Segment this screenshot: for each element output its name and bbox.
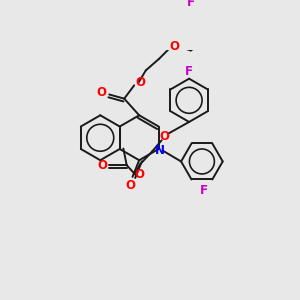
Text: O: O — [134, 168, 144, 181]
Text: F: F — [185, 65, 193, 78]
Text: O: O — [135, 76, 145, 89]
Text: O: O — [159, 130, 169, 142]
Text: O: O — [97, 86, 107, 99]
Text: O: O — [169, 40, 179, 53]
Text: O: O — [125, 179, 135, 192]
Text: N: N — [154, 144, 164, 157]
Text: F: F — [187, 0, 195, 10]
Text: F: F — [200, 184, 208, 197]
Text: O: O — [98, 159, 108, 172]
